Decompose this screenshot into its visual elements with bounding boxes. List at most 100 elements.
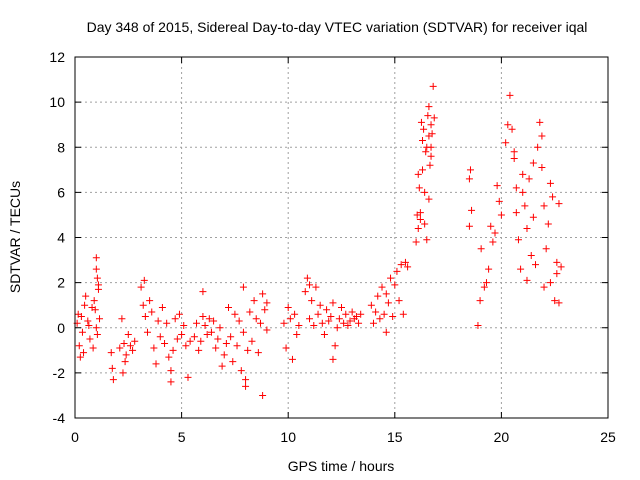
data-point (139, 301, 147, 309)
data-point (549, 193, 557, 201)
data-point (391, 281, 399, 289)
data-point (521, 202, 529, 210)
data-point (412, 238, 420, 246)
data-point (399, 310, 407, 318)
data-point (163, 319, 171, 327)
data-point (420, 125, 428, 133)
grid (75, 57, 608, 418)
y-tick-label: 8 (57, 139, 65, 155)
data-point (414, 170, 422, 178)
data-point (222, 340, 230, 348)
x-tick-label: 25 (600, 429, 616, 445)
data-point (372, 308, 380, 316)
data-point (508, 125, 516, 133)
data-point (502, 139, 510, 147)
data-point (523, 224, 531, 232)
y-tick-label: 2 (57, 275, 65, 291)
data-point (382, 290, 390, 298)
y-tick-label: 4 (57, 230, 65, 246)
data-point (425, 103, 433, 111)
data-point (190, 333, 198, 341)
data-point (242, 376, 250, 384)
data-point (76, 353, 84, 361)
axis-ticks: 0 5 10 15 20 25 -4 -2 0 2 4 6 8 10 12 (49, 49, 616, 445)
data-point (491, 229, 499, 237)
data-point (477, 245, 485, 253)
data-point (415, 184, 423, 192)
data-point (212, 344, 220, 352)
data-point (387, 274, 395, 282)
data-point (148, 308, 156, 316)
data-point (306, 281, 314, 289)
data-point (428, 130, 436, 138)
data-point (425, 195, 433, 203)
data-point (397, 261, 405, 269)
data-point (161, 340, 169, 348)
data-point (116, 344, 124, 352)
data-point (519, 188, 527, 196)
data-point (342, 310, 350, 318)
data-point (167, 367, 175, 375)
data-point (119, 369, 127, 377)
y-tick-label: 10 (49, 94, 65, 110)
y-tick-label: 12 (49, 49, 65, 65)
data-point (474, 321, 482, 329)
data-point (184, 373, 192, 381)
data-point (229, 358, 237, 366)
data-point (374, 292, 382, 300)
data-point (178, 331, 186, 339)
data-point (487, 222, 495, 230)
data-point (109, 376, 117, 384)
x-tick-label: 20 (494, 429, 510, 445)
data-point (93, 331, 101, 339)
data-point (553, 258, 561, 266)
data-point (555, 200, 563, 208)
data-point (90, 297, 98, 305)
data-point (152, 360, 160, 368)
data-point (404, 263, 412, 271)
y-tick-label: 0 (57, 320, 65, 336)
data-point (165, 353, 173, 361)
data-point (430, 114, 438, 122)
data-point (150, 344, 158, 352)
data-point (141, 312, 149, 320)
data-point (207, 328, 215, 336)
data-point (91, 306, 99, 314)
data-point (512, 184, 520, 192)
data-point (93, 274, 101, 282)
data-point (417, 118, 425, 126)
data-point (495, 197, 503, 205)
data-point (146, 297, 154, 305)
data-point (331, 342, 339, 350)
data-point (382, 328, 390, 336)
data-point (124, 331, 132, 339)
data-point (199, 288, 207, 296)
data-point (544, 220, 552, 228)
data-point (235, 317, 243, 325)
data-point (369, 319, 377, 327)
data-point (314, 310, 322, 318)
data-point (352, 312, 360, 320)
data-point (291, 310, 299, 318)
data-point (263, 299, 271, 307)
data-point (419, 166, 427, 174)
data-point (92, 324, 100, 332)
data-point (201, 321, 209, 329)
data-point (489, 238, 497, 246)
data-point (310, 321, 318, 329)
data-point (180, 321, 188, 329)
data-point (338, 303, 345, 311)
data-point (81, 301, 89, 309)
data-point (480, 283, 488, 291)
data-point (254, 349, 262, 357)
data-point (158, 303, 166, 311)
data-point (193, 319, 201, 327)
data-point (182, 342, 190, 350)
data-point (78, 328, 86, 336)
data-point (140, 276, 148, 284)
data-point (429, 82, 437, 90)
y-tick-label: -2 (53, 365, 66, 381)
data-point (414, 224, 422, 232)
data-point (335, 315, 343, 323)
